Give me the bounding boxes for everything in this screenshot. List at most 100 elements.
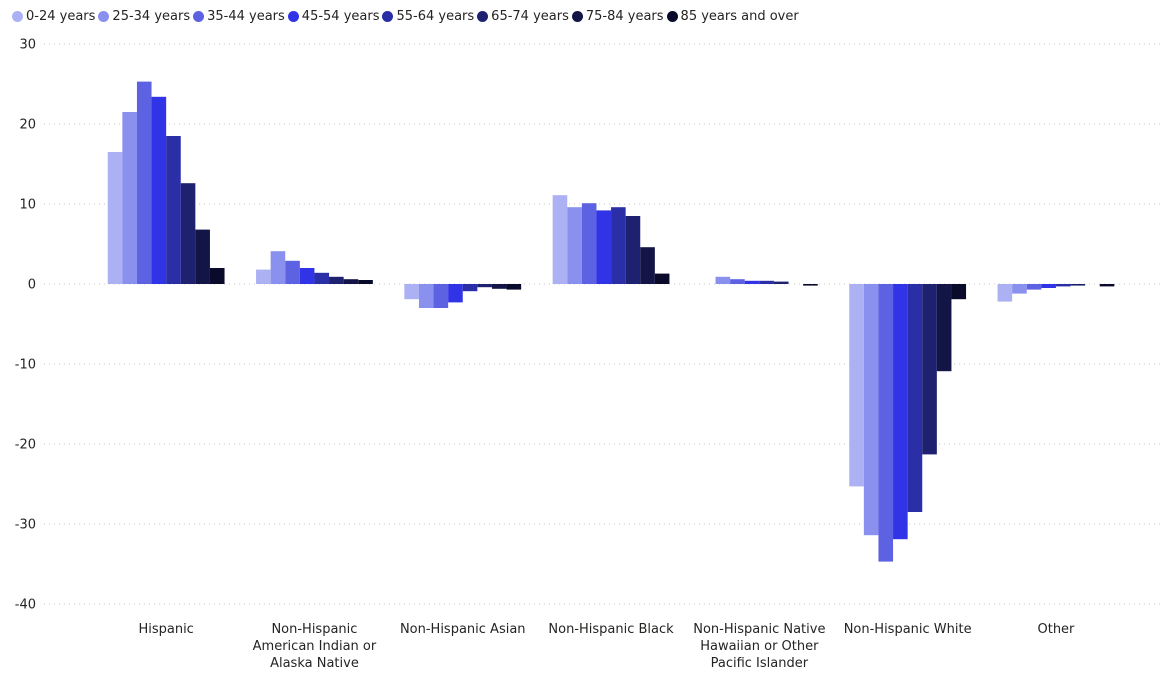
bar[interactable]: 55-64 years / Non-Hispanic Asian: -0.9: [462, 284, 478, 292]
y-axis-tick-labels: 30 20 10 0 -10 -20 -30 -40: [15, 38, 36, 613]
bar[interactable]: 0-24 years / Hispanic: 16.5: [107, 152, 123, 284]
x-category-label-line: Alaska Native: [270, 656, 359, 671]
bar[interactable]: 65-74 years / Non-Hispanic Black: 8.5: [625, 216, 641, 284]
bar[interactable]: 75-84 years / Non-Hispanic White: -10.9: [936, 284, 952, 372]
y-tick-label: -40: [15, 598, 36, 613]
bar[interactable]: 45-54 years / Other: -0.5: [1041, 284, 1056, 288]
legend-item[interactable]: 25-34 years: [98, 9, 190, 24]
bar[interactable]: 35-44 years / Non-Hispanic Black: 10.1: [581, 203, 597, 284]
legend-marker: [382, 10, 394, 22]
bar[interactable]: 75-84 years / Hispanic: 6.8: [195, 229, 210, 284]
legend-item[interactable]: 65-74 years: [477, 9, 569, 24]
bar[interactable]: 55-64 years / Non-Hispanic White: -28.5: [907, 284, 923, 512]
bar[interactable]: 25-34 years / Non-Hispanic White: -31.4: [863, 284, 879, 536]
y-tick-label: -20: [15, 438, 36, 453]
x-category-label-line: Hawaiian or Other: [700, 639, 819, 654]
x-category-label: Non-Hispanic Native Hawaiian or Other Paci…: [693, 622, 825, 671]
bar[interactable]: 25-34 years / Other: -1.2: [1012, 284, 1027, 294]
bar[interactable]: 45-54 years / Non-Hispanic White: -31.9: [893, 284, 908, 540]
bar[interactable]: 65-74 years / Non-Hispanic American Indi…: [329, 276, 344, 284]
bar[interactable]: 55-64 years / Non-Hispanic American Indi…: [314, 272, 330, 284]
bar[interactable]: 85 years and over / Hispanic: 2: [209, 268, 225, 284]
bar[interactable]: 25-34 years / Non-Hispanic American Indi…: [270, 251, 286, 284]
bar[interactable]: 75-84 years / Non-Hispanic Black: 4.6: [640, 247, 655, 284]
x-category-label: Non-Hispanic American Indian or Alaska Nat…: [253, 622, 377, 671]
legend: 0-24 years 25-34 years 35-44 years 45-54 ye…: [12, 5, 802, 27]
legend-item[interactable]: 0-24 years: [12, 9, 95, 24]
x-category-label: Non-Hispanic White: [844, 622, 972, 637]
bar[interactable]: 55-64 years / Non-Hispanic Black: 9.6: [611, 207, 626, 284]
x-category-label: Hispanic: [138, 622, 193, 637]
bar[interactable]: 85 years and over / Other: -0.3: [1099, 284, 1115, 287]
bar[interactable]: 0-24 years / Non-Hispanic White: -25.3: [849, 284, 864, 487]
x-category-label-line: Pacific Islander: [711, 656, 809, 671]
x-category-label-line: Non-Hispanic Asian: [400, 622, 526, 637]
bar[interactable]: 65-74 years / Non-Hispanic White: -21.3: [922, 284, 937, 455]
legend-marker: [666, 10, 678, 22]
y-tick-label: 30: [19, 38, 36, 53]
bar[interactable]: 85 years and over / Non-Hispanic America…: [358, 280, 373, 284]
bar[interactable]: 25-34 years / Non-Hispanic Asian: -3: [418, 284, 434, 308]
bar[interactable]: 75-84 years / Non-Hispanic American Indi…: [343, 279, 359, 284]
bar[interactable]: 35-44 years / Other: -0.7: [1026, 284, 1042, 290]
legend-label: 0-24 years: [26, 8, 96, 24]
bar[interactable]: 0-24 years / Non-Hispanic American India…: [256, 269, 271, 284]
x-category-label-line: Hispanic: [138, 622, 193, 637]
bar[interactable]: 65-74 years / Other: -0.2: [1070, 284, 1086, 286]
bar[interactable]: 35-44 years / Non-Hispanic Asian: -3: [433, 284, 449, 308]
x-axis-category-labels: Hispanic Non-Hispanic American Indian or Al…: [138, 622, 1075, 671]
bar[interactable]: 0-24 years / Non-Hispanic Black: 11.1: [552, 195, 568, 284]
legend-label: 65-74 years: [491, 8, 569, 24]
legend-label: 55-64 years: [396, 8, 475, 24]
bar[interactable]: 85 years and over / Non-Hispanic Asian: …: [506, 284, 522, 290]
bar[interactable]: 45-54 years / Non-Hispanic American Indi…: [299, 268, 315, 284]
x-category-label: Non-Hispanic Black: [548, 622, 674, 637]
y-tick-label: 20: [19, 118, 36, 133]
x-category-label-line: Non-Hispanic Native: [693, 622, 825, 637]
legend-item[interactable]: 45-54 years: [287, 9, 379, 24]
legend-item[interactable]: 85 years and over: [666, 8, 799, 24]
legend-marker: [193, 10, 205, 22]
bar[interactable]: 55-64 years / Hispanic: 18.5: [166, 136, 181, 284]
legend-item[interactable]: 55-64 years: [382, 9, 474, 24]
bar[interactable]: 85 years and over / Non-Hispanic Black: …: [654, 273, 670, 284]
bar[interactable]: 25-34 years / Non-Hispanic Black: 9.6: [567, 207, 582, 284]
bar[interactable]: 25-34 years / Hispanic: 21.5: [122, 112, 137, 284]
bar[interactable]: 65-74 years / Hispanic: 12.6: [180, 183, 196, 284]
legend-label: 85 years and over: [680, 8, 799, 24]
legend-label: 35-44 years: [207, 8, 285, 24]
bar[interactable]: 0-24 years / Other: -2.2: [997, 284, 1013, 302]
legend-label: 75-84 years: [585, 8, 664, 24]
bar[interactable]: 85 years and over / Non-Hispanic White: …: [951, 284, 967, 300]
bar[interactable]: 35-44 years / Non-Hispanic Native Hawaii…: [730, 279, 745, 284]
y-tick-label: -30: [15, 518, 36, 533]
legend-marker: [571, 10, 583, 22]
bar[interactable]: 65-74 years / Non-Hispanic Asian: -0.4: [477, 284, 492, 288]
y-tick-label: 10: [19, 198, 36, 213]
bar[interactable]: 35-44 years / Non-Hispanic American Indi…: [285, 260, 300, 284]
x-category-label: Non-Hispanic Asian: [400, 622, 526, 637]
bar[interactable]: 25-34 years / Non-Hispanic Native Hawaii…: [715, 276, 731, 284]
bars: 0-24 years / Hispanic: 16.525-34 years /…: [107, 81, 1115, 562]
bar[interactable]: 45-54 years / Non-Hispanic Asian: -2.3: [448, 284, 463, 303]
bar[interactable]: 45-54 years / Hispanic: 23.4: [151, 96, 167, 284]
x-category-label-line: Other: [1037, 622, 1075, 637]
bar[interactable]: 35-44 years / Non-Hispanic White: -34.7: [878, 284, 894, 562]
x-category-label: Other: [1037, 622, 1075, 637]
bar[interactable]: 55-64 years / Other: -0.3: [1055, 284, 1071, 287]
legend-marker: [477, 10, 489, 22]
x-category-label-line: Non-Hispanic Black: [548, 622, 674, 637]
bar[interactable]: 65-74 years / Non-Hispanic Native Hawaii…: [773, 281, 789, 284]
bar[interactable]: 55-64 years / Non-Hispanic Native Hawaii…: [759, 280, 774, 284]
bar[interactable]: 0-24 years / Non-Hispanic Asian: -1.9: [404, 284, 419, 300]
bar[interactable]: 45-54 years / Non-Hispanic Black: 9.2: [596, 210, 612, 284]
x-category-label-line: Non-Hispanic White: [844, 622, 972, 637]
bar[interactable]: 75-84 years / Non-Hispanic Asian: -0.6: [491, 284, 507, 289]
legend-item[interactable]: 35-44 years: [193, 9, 285, 24]
bar[interactable]: 45-54 years / Non-Hispanic Native Hawaii…: [744, 280, 760, 284]
bar[interactable]: 85 years and over / Non-Hispanic Native …: [803, 284, 818, 286]
legend-item[interactable]: 75-84 years: [571, 8, 664, 24]
bar[interactable]: 35-44 years / Hispanic: 25.3: [136, 81, 152, 284]
y-tick-label: -10: [15, 358, 36, 373]
